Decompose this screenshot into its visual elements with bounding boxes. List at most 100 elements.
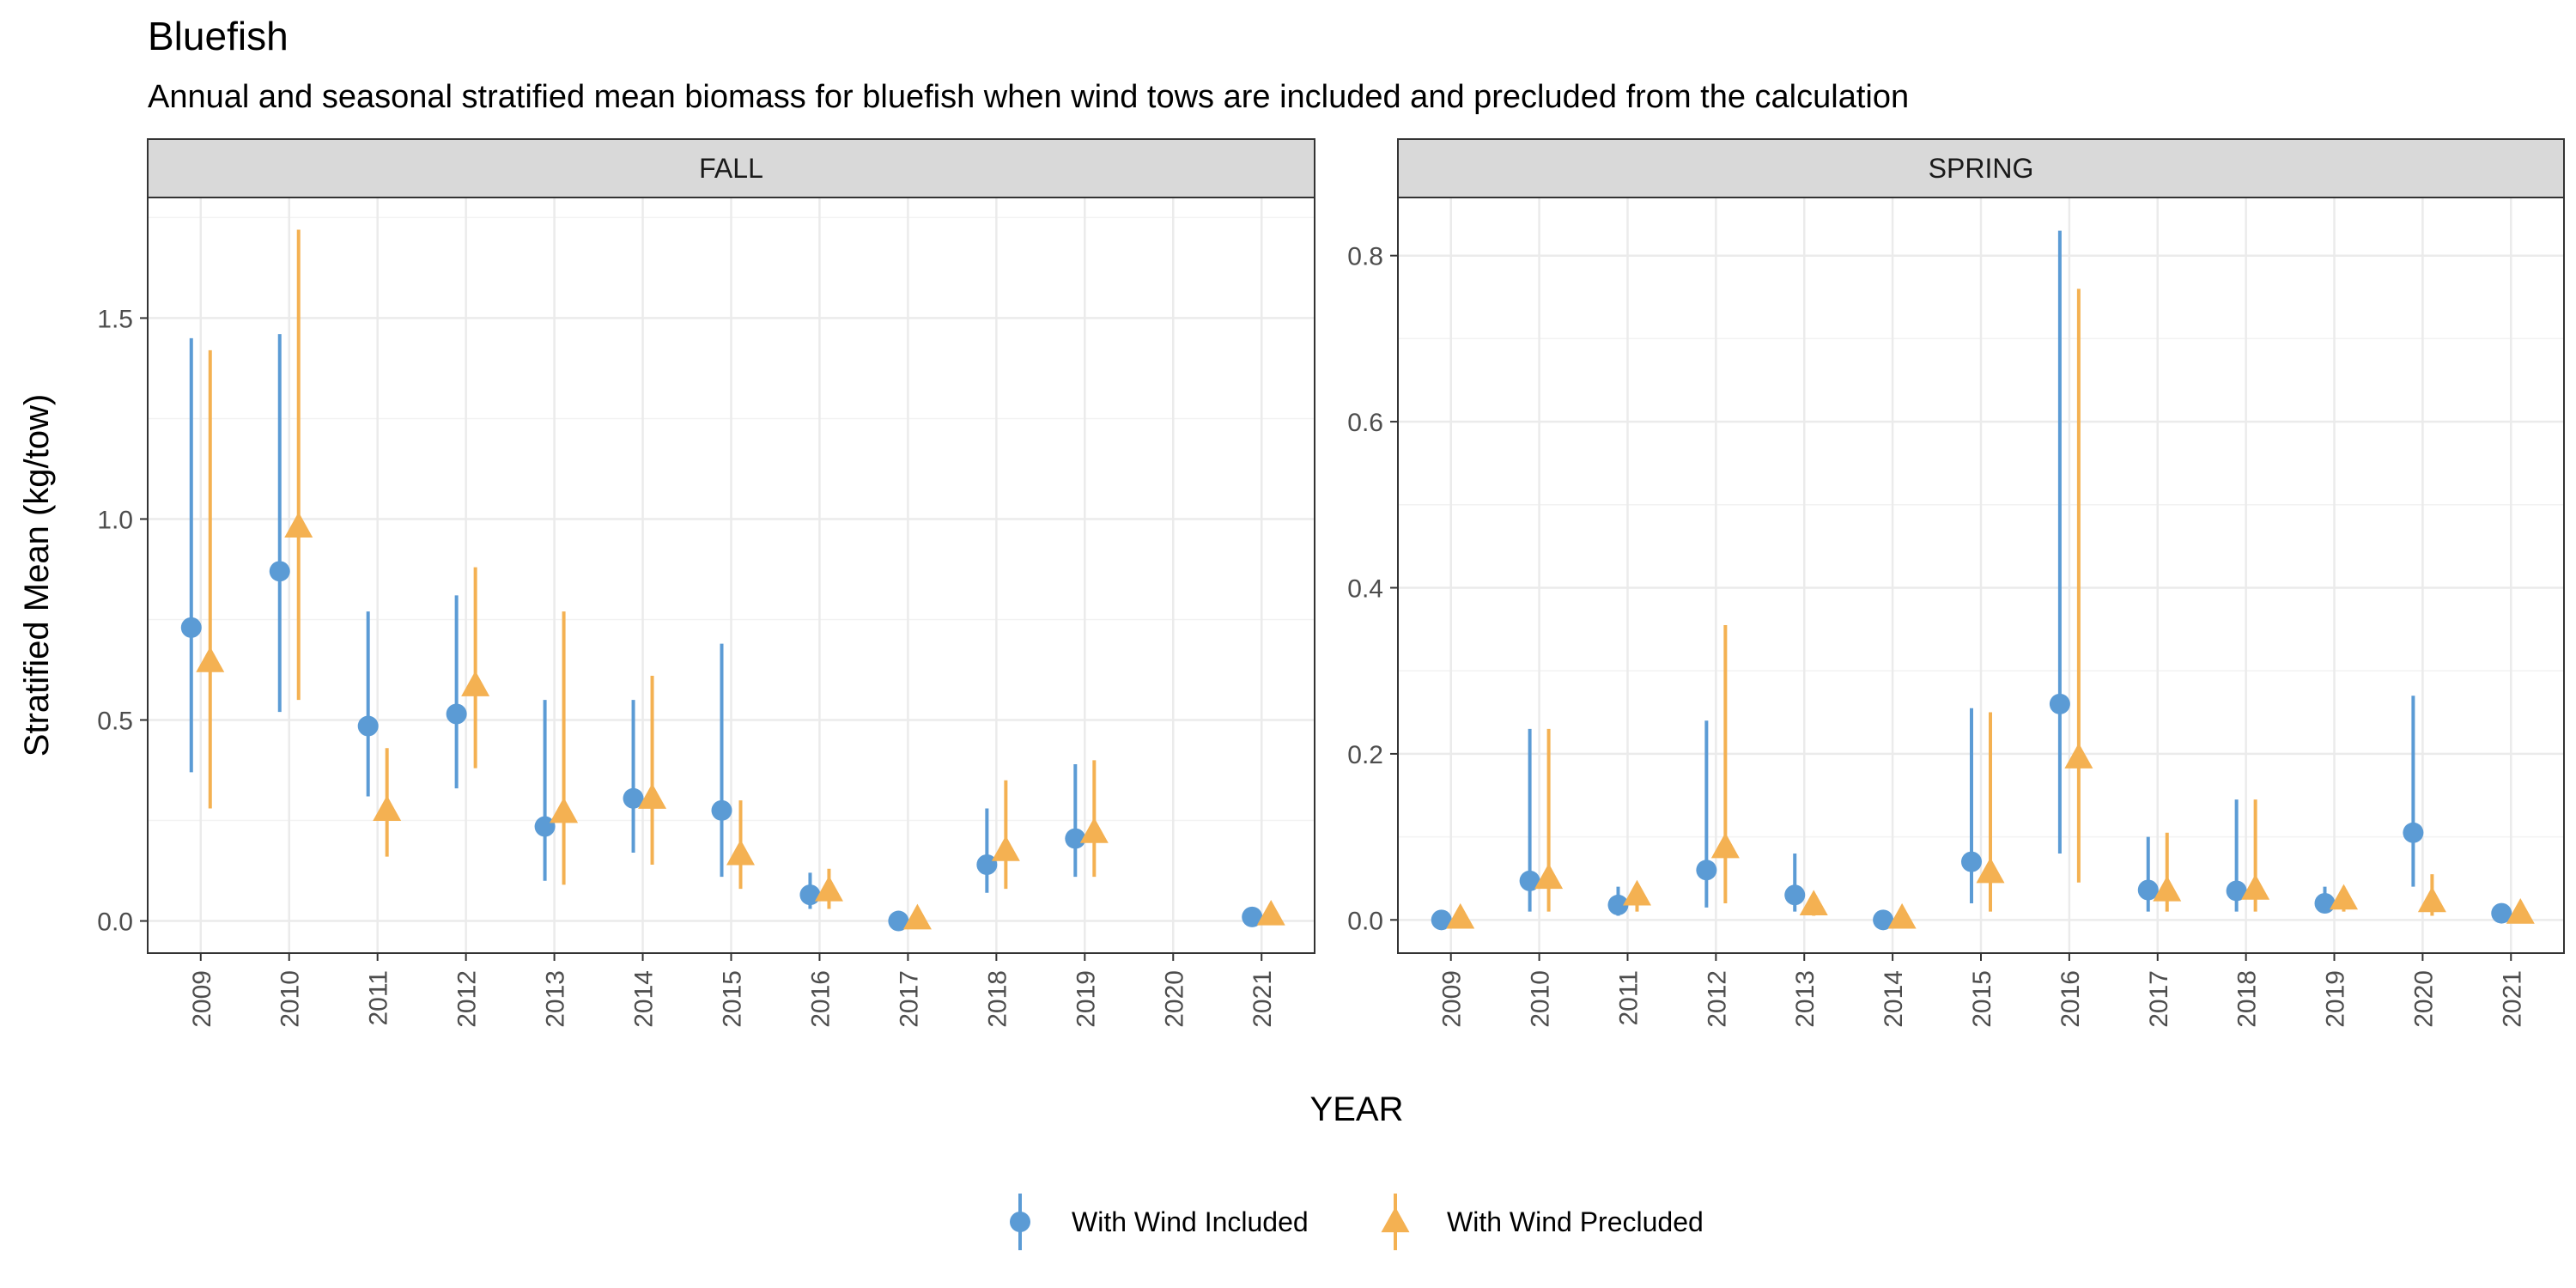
x-axis-label: YEAR [1310,1091,1404,1128]
series-included [1431,230,2512,931]
series-precluded [196,229,1285,930]
gridlines [148,197,1315,953]
legend-item-included: With Wind Included [1010,1194,1309,1250]
x-tick-label: 2017 [895,970,923,1028]
panel-strip-label: FALL [699,153,763,184]
legend-key-circle [1010,1212,1030,1232]
data-point [726,839,755,866]
data-point [799,884,821,906]
x-tick-label: 2013 [542,970,570,1028]
series-precluded [1446,289,2535,929]
data-point [2226,880,2247,902]
y-tick-label: 0.6 [1347,409,1383,437]
panel-strip-label: SPRING [1929,153,2034,184]
y-tick-label: 0.8 [1347,243,1383,271]
data-point [534,816,556,837]
data-point [2241,873,2270,900]
data-point [638,783,667,809]
panel-border [1397,197,2565,954]
x-tick-label: 2009 [1438,970,1467,1028]
x-tick-label: 2018 [983,970,1012,1028]
chart-title: Bluefish [148,14,289,58]
data-point [196,647,225,672]
data-point [1065,828,1086,849]
data-point [1961,851,1982,872]
legend-label: With Wind Included [1072,1206,1309,1237]
panel-strip [147,138,1315,198]
x-tick-label: 2020 [2409,970,2438,1028]
data-point [1256,899,1285,926]
data-point [284,512,313,538]
data-point [888,910,909,932]
x-tick-label: 2013 [1791,970,1820,1028]
x-tick-label: 2015 [719,970,747,1028]
data-point [1242,906,1263,927]
y-tick-label: 0.0 [97,908,133,937]
x-tick-label: 2011 [1614,970,1643,1026]
data-point [1799,890,1828,916]
panel-border [147,197,1315,954]
y-tick-label: 0.5 [97,708,133,736]
panel-fall: FALL 0.0 0.5 1.0 1.5 2009 2010 2011 2012 2013 2014… [97,138,1315,1028]
data-point [1519,870,1540,891]
legend-key-triangle [1381,1206,1410,1233]
x-tick-label: 2019 [2322,970,2350,1028]
data-point [1784,884,1806,906]
y-axis-label: Stratified Mean (kg/tow) [18,394,56,756]
x-tick-label: 2016 [2057,970,2085,1028]
data-point [1696,860,1717,881]
data-point [2491,902,2512,924]
data-point [2064,743,2093,769]
data-point [2330,884,2359,910]
x-tick-label: 2021 [1249,970,1277,1028]
data-point [1079,817,1109,843]
data-point [2314,892,2336,914]
x-tick-label: 2016 [806,970,835,1028]
data-point [2403,822,2424,843]
data-point [902,903,932,930]
x-tick-label: 2014 [1880,970,1908,1028]
x-tick-label: 2019 [1072,970,1100,1028]
panels: FALL 0.0 0.5 1.0 1.5 2009 2010 2011 2012 2013 2014… [97,138,2565,1028]
series-included [180,334,1263,932]
x-tick-label: 2010 [1527,970,1555,1028]
y-tick-label: 0.4 [1347,575,1383,604]
x-tick-label: 2014 [630,970,659,1028]
panel-strip [1397,138,2565,198]
data-point [1607,894,1629,915]
x-tick-label: 2010 [276,970,305,1028]
data-point [1710,832,1740,859]
x-tick-label: 2011 [365,970,393,1026]
y-tick-label: 1.0 [97,506,133,534]
data-point [711,799,732,821]
x-tick-label: 2009 [188,970,216,1028]
x-tick-label: 2012 [453,970,482,1028]
data-point [180,617,202,638]
data-point [1622,879,1651,906]
data-point [2049,693,2070,714]
legend-item-precluded: With Wind Precluded [1381,1194,1704,1250]
legend-label: With Wind Precluded [1447,1206,1704,1237]
x-tick-label: 2015 [1968,970,1996,1028]
data-point [991,835,1020,861]
data-point [623,787,644,809]
data-point [373,795,402,821]
data-point [814,875,843,902]
x-tick-label: 2017 [2145,970,2173,1028]
panel-spring: SPRING 0.0 0.2 0.4 0.6 0.8 2009 2010 2011 2012 201… [1347,138,2565,1028]
data-point [269,561,290,582]
chart-subtitle: Annual and seasonal stratified mean biom… [148,79,1909,115]
x-tick-label: 2020 [1160,970,1188,1028]
x-tick-label: 2012 [1703,970,1731,1028]
data-point [1534,863,1564,890]
data-point [2153,875,2182,902]
data-point [461,671,490,696]
data-point [1976,857,2005,884]
y-tick-label: 0.2 [1347,741,1383,769]
data-point [1887,902,1917,929]
x-tick-label: 2021 [2498,970,2526,1028]
x-tick-label: 2018 [2233,970,2262,1028]
data-point [1873,909,1894,931]
data-point [2137,879,2159,901]
